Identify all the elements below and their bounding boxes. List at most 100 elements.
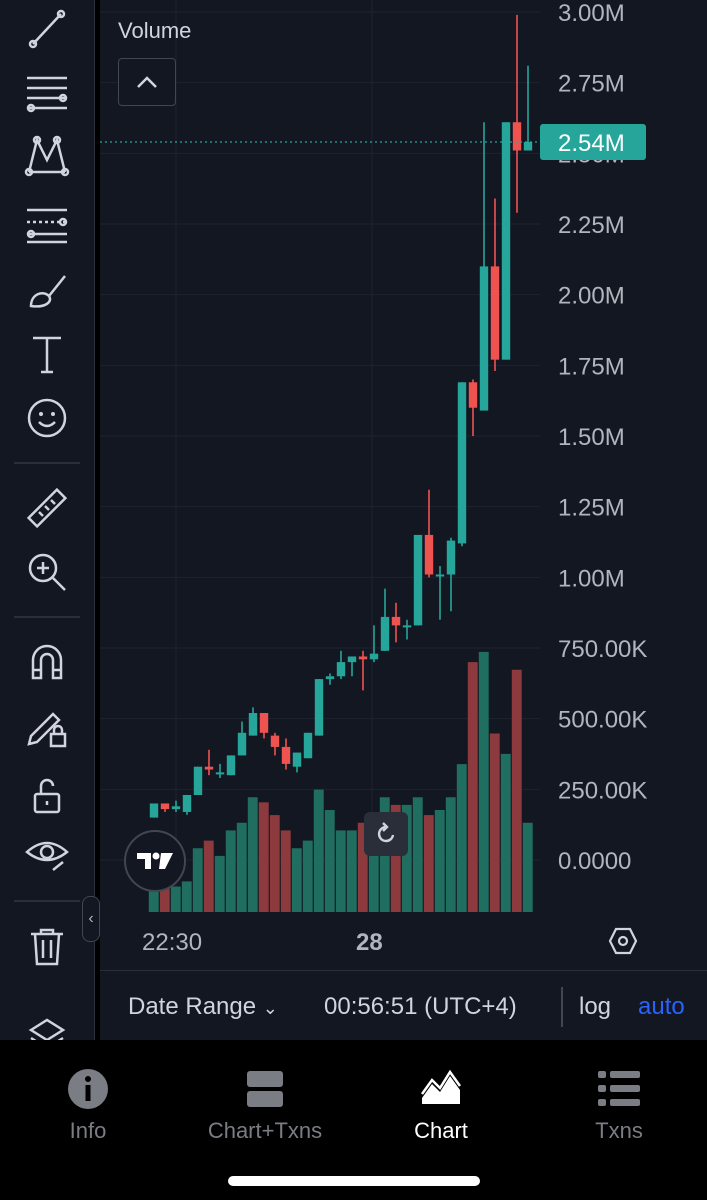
volume-bar xyxy=(368,815,379,912)
reset-chart-button[interactable] xyxy=(364,812,408,856)
emoji-icon[interactable] xyxy=(21,392,73,444)
split-view-icon xyxy=(247,1071,283,1107)
fib-retracement-icon[interactable] xyxy=(21,198,73,250)
y-tick-label: 750.00K xyxy=(558,636,647,663)
candle-body xyxy=(226,755,236,776)
chart-footer-bar: Date Range ⌄ 00:56:51 (UTC+4) log auto xyxy=(100,970,707,1041)
horizontal-lines-icon[interactable] xyxy=(21,66,73,118)
y-tick-label: 1.75M xyxy=(558,353,625,380)
chevron-up-icon xyxy=(137,76,157,88)
y-tick-label: 1.50M xyxy=(558,424,625,451)
volume-bar xyxy=(170,886,181,912)
volume-bar xyxy=(236,822,247,912)
magnet-icon[interactable] xyxy=(21,636,73,688)
trash-icon[interactable] xyxy=(21,920,73,972)
nav-txns[interactable]: Txns xyxy=(534,1068,704,1144)
candle-body xyxy=(358,656,368,660)
settings-hexagon-icon[interactable] xyxy=(608,926,638,956)
trend-line-icon[interactable] xyxy=(21,2,73,54)
candle-body xyxy=(336,662,346,677)
last-price-badge xyxy=(540,124,646,161)
candle-body xyxy=(479,266,489,411)
chevron-left-icon: ‹ xyxy=(88,910,94,927)
volume-bar xyxy=(269,815,280,912)
y-tick-label: 2.00M xyxy=(558,283,625,310)
volume-bar xyxy=(423,815,434,912)
toolbar-collapse-handle[interactable]: ‹ xyxy=(82,896,100,942)
candle-body xyxy=(237,732,247,756)
nav-chart[interactable]: Chart xyxy=(356,1068,526,1144)
eye-icon[interactable] xyxy=(21,826,73,878)
text-icon[interactable] xyxy=(21,328,73,380)
y-tick-label: 0.0000 xyxy=(558,848,631,875)
volume-bar xyxy=(181,881,192,912)
tradingview-logo[interactable] xyxy=(124,830,186,892)
volume-bar xyxy=(148,873,159,912)
last-price-label: 2.54M xyxy=(558,130,625,157)
candle-body xyxy=(369,653,379,660)
candle-body xyxy=(446,540,456,575)
y-tick-label: 2.75M xyxy=(558,71,625,98)
volume-bar xyxy=(214,855,225,912)
unlock-icon[interactable] xyxy=(21,768,73,820)
candle-body xyxy=(325,676,335,680)
candle-body xyxy=(490,266,500,360)
log-scale-toggle[interactable]: log xyxy=(579,993,612,1020)
candle-body xyxy=(193,766,203,795)
transactions-list-icon xyxy=(598,1071,640,1106)
candle-body xyxy=(204,766,214,770)
volume-bar xyxy=(489,733,500,912)
volume-bar xyxy=(511,669,522,912)
y-tick-label: 3.00M xyxy=(558,0,625,27)
candle-body xyxy=(391,616,401,626)
volume-bar xyxy=(500,753,511,912)
lock-drawing-icon[interactable] xyxy=(21,700,73,752)
bottom-navigation: Info Chart+Txns Chart Txns xyxy=(0,1040,707,1200)
candle-body xyxy=(259,713,269,733)
y-tick-label: 1.00M xyxy=(558,565,625,592)
chevron-down-icon: ⌄ xyxy=(262,998,278,1018)
refresh-icon xyxy=(377,822,395,843)
candle-body xyxy=(413,534,423,626)
brush-icon[interactable] xyxy=(21,264,73,316)
zoom-in-icon[interactable] xyxy=(21,546,73,598)
date-range-button[interactable]: Date Range ⌄ xyxy=(128,993,278,1020)
volume-bar xyxy=(302,840,313,912)
y-tick-label: 2.25M xyxy=(558,212,625,239)
volume-bar xyxy=(192,848,203,912)
candle-body xyxy=(248,713,258,736)
volume-bar xyxy=(522,822,533,912)
drawing-toolbar xyxy=(0,0,95,1050)
volume-bar xyxy=(390,804,401,912)
candle-body xyxy=(160,803,170,810)
candle-body xyxy=(215,772,225,775)
volume-bar xyxy=(225,830,236,912)
candle-body xyxy=(435,574,445,577)
price-chart[interactable]: 3.00M2.75M2.50M2.25M2.00M1.75M1.50M1.25M… xyxy=(100,0,707,970)
ruler-icon[interactable] xyxy=(21,482,73,534)
candle-body xyxy=(347,656,357,663)
pattern-icon[interactable] xyxy=(21,130,73,182)
volume-bar xyxy=(456,764,467,912)
chart-area[interactable]: 3.00M2.75M2.50M2.25M2.00M1.75M1.50M1.25M… xyxy=(100,0,707,970)
auto-scale-toggle[interactable]: auto xyxy=(638,993,685,1020)
clock-timezone[interactable]: 00:56:51 (UTC+4) xyxy=(324,993,517,1020)
footer-divider xyxy=(561,987,563,1027)
volume-bar xyxy=(159,886,170,912)
volume-bar xyxy=(203,840,214,912)
candle-body xyxy=(523,142,533,151)
candle-body xyxy=(182,794,192,812)
volume-bar xyxy=(445,797,456,912)
candle-body xyxy=(149,803,159,818)
collapse-indicator-button[interactable] xyxy=(118,58,176,106)
toolbar-divider xyxy=(14,616,80,618)
nav-chart-txns[interactable]: Chart+Txns xyxy=(180,1068,350,1144)
candle-body xyxy=(281,746,291,764)
volume-bar xyxy=(280,830,291,912)
volume-bar xyxy=(467,662,478,912)
nav-info[interactable]: Info xyxy=(3,1068,173,1144)
candle-body xyxy=(380,616,390,651)
volume-bar xyxy=(247,797,258,912)
volume-bar xyxy=(346,830,357,912)
